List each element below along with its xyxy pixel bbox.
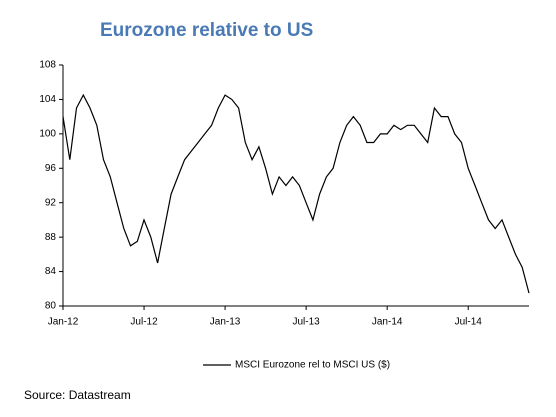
x-tick-label: Jul-12 <box>130 317 158 328</box>
y-tick-label: 96 <box>45 163 57 174</box>
x-tick-label: Jan-14 <box>372 317 403 328</box>
x-tick-label: Jul-13 <box>293 317 321 328</box>
y-tick-label: 80 <box>45 301 57 312</box>
y-tick-label: 100 <box>39 128 56 139</box>
chart-title: Eurozone relative to US <box>100 20 313 41</box>
y-tick-label: 84 <box>45 266 57 277</box>
y-tick-label: 88 <box>45 232 57 243</box>
y-tick-label: 108 <box>39 60 56 71</box>
legend-label: MSCI Eurozone rel to MSCI US ($) <box>235 360 390 371</box>
y-tick-label: 104 <box>39 94 56 105</box>
x-tick-label: Jan-13 <box>210 317 241 328</box>
x-tick-label: Jan-12 <box>48 317 79 328</box>
data-line <box>62 93 530 294</box>
y-tick-label: 92 <box>45 197 57 208</box>
source: Source: Datastream <box>24 388 131 402</box>
x-tick-label: Jul-14 <box>455 317 483 328</box>
